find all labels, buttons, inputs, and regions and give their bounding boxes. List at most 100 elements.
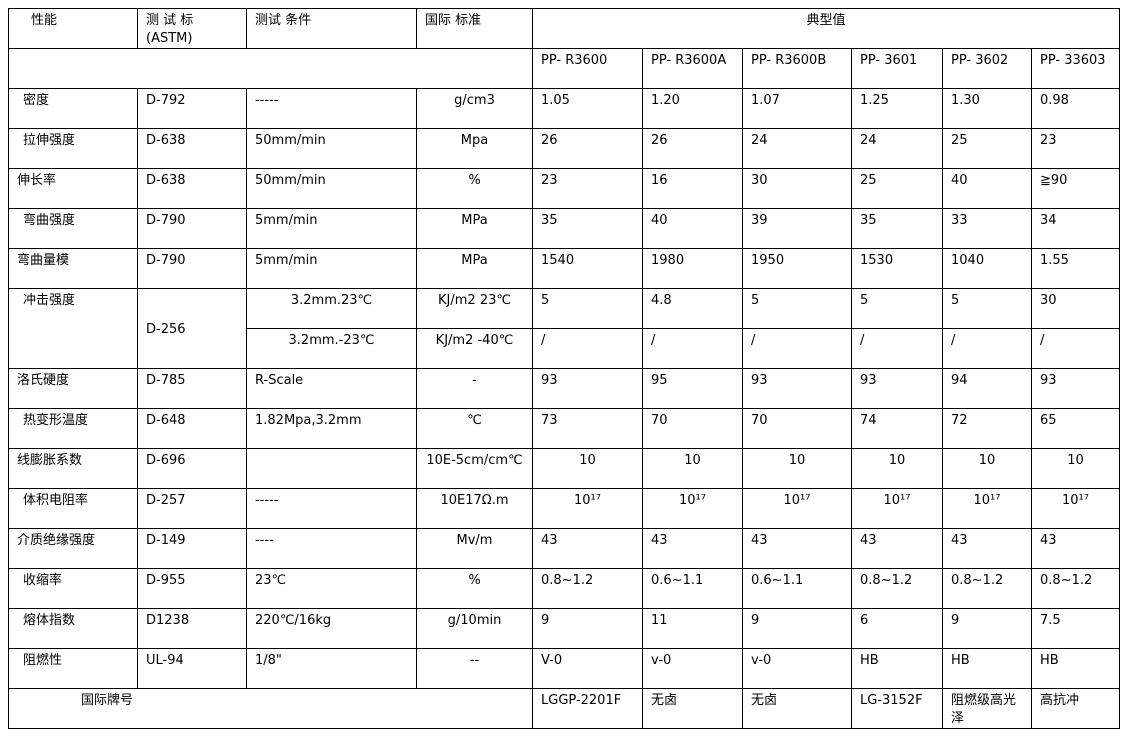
typical-value: 30 xyxy=(742,168,852,209)
test-condition: ---- xyxy=(246,528,417,569)
brand-row: 国际牌号 LGGP-2201F 无卤 无卤 LG-3152F 阻燃级高光泽 高抗冲 xyxy=(8,688,1120,729)
header-astm: 测 试 标 (ASTM) xyxy=(137,8,247,49)
test-condition: 5mm/min xyxy=(246,208,417,249)
typical-value: 93 xyxy=(742,368,852,409)
typical-value: v-0 xyxy=(642,648,743,689)
typical-value: 0.8~1.2 xyxy=(1031,568,1120,609)
unit: 10E17Ω.m xyxy=(416,488,533,529)
typical-value: 33 xyxy=(942,208,1032,249)
astm-method: D-696 xyxy=(137,448,247,489)
brand-value: 无卤 xyxy=(742,688,852,729)
typical-value: / xyxy=(851,328,943,369)
brand-value: LGGP-2201F xyxy=(532,688,643,729)
property-name: 伸长率 xyxy=(8,168,138,209)
typical-value: 25 xyxy=(851,168,943,209)
typical-value: 9 xyxy=(532,608,643,649)
typical-value: 1.25 xyxy=(851,88,943,129)
test-condition: R-Scale xyxy=(246,368,417,409)
typical-value: ≧90 xyxy=(1031,168,1120,209)
typical-value: 10¹⁷ xyxy=(942,488,1032,529)
typical-value: 94 xyxy=(942,368,1032,409)
typical-value: / xyxy=(1031,328,1120,369)
typical-value: HB xyxy=(942,648,1032,689)
header-standard: 国际 标准 xyxy=(416,8,533,49)
typical-value: 10 xyxy=(851,448,943,489)
astm-method: D-790 xyxy=(137,248,247,289)
brand-value: 无卤 xyxy=(642,688,743,729)
unit: 10E-5cm/cm℃ xyxy=(416,448,533,489)
model-row: PP- R3600 PP- R3600A PP- R3600B PP- 3601 PP-… xyxy=(8,48,1120,89)
astm-method: D-256 xyxy=(137,288,247,369)
astm-method: D-638 xyxy=(137,168,247,209)
typical-value: 1.30 xyxy=(942,88,1032,129)
typical-value: 10 xyxy=(742,448,852,489)
typical-value: 43 xyxy=(1031,528,1120,569)
model-row-blank xyxy=(8,48,533,89)
typical-value: 10¹⁷ xyxy=(642,488,743,529)
typical-value: 10¹⁷ xyxy=(742,488,852,529)
typical-value: 1.05 xyxy=(532,88,643,129)
typical-value: 43 xyxy=(532,528,643,569)
typical-value: HB xyxy=(851,648,943,689)
typical-value: 10¹⁷ xyxy=(532,488,643,529)
header-typical-value: 典型值 xyxy=(532,8,1120,49)
property-name: 弯曲强度 xyxy=(8,208,138,249)
property-name: 拉伸强度 xyxy=(8,128,138,169)
test-condition: ----- xyxy=(246,88,417,129)
typical-value: 35 xyxy=(851,208,943,249)
typical-value: 0.8~1.2 xyxy=(532,568,643,609)
typical-value: 0.98 xyxy=(1031,88,1120,129)
brand-value: 高抗冲 xyxy=(1031,688,1120,729)
typical-value: 34 xyxy=(1031,208,1120,249)
unit: - xyxy=(416,368,533,409)
astm-method: D-257 xyxy=(137,488,247,529)
typical-value: 43 xyxy=(642,528,743,569)
unit: -- xyxy=(416,648,533,689)
property-name: 熔体指数 xyxy=(8,608,138,649)
typical-value: 5 xyxy=(742,288,852,329)
table-row: 体积电阻率 D-257 ----- 10E17Ω.m 10¹⁷ 10¹⁷ 10¹⁷ 10¹⁷ 1… xyxy=(8,488,1120,529)
typical-value: 0.8~1.2 xyxy=(942,568,1032,609)
model-name: PP- R3600A xyxy=(642,48,743,89)
typical-value: 23 xyxy=(1031,128,1120,169)
model-name: PP- 3602 xyxy=(942,48,1032,89)
typical-value: 93 xyxy=(1031,368,1120,409)
property-name: 弯曲量模 xyxy=(8,248,138,289)
astm-method: D-648 xyxy=(137,408,247,449)
typical-value: 0.6~1.1 xyxy=(642,568,743,609)
astm-method: D-792 xyxy=(137,88,247,129)
unit: ℃ xyxy=(416,408,533,449)
test-condition: ----- xyxy=(246,488,417,529)
typical-value: 95 xyxy=(642,368,743,409)
typical-value: 40 xyxy=(942,168,1032,209)
astm-method: D1238 xyxy=(137,608,247,649)
typical-value: 4.8 xyxy=(642,288,743,329)
typical-value: 7.5 xyxy=(1031,608,1120,649)
typical-value: 1040 xyxy=(942,248,1032,289)
typical-value: / xyxy=(532,328,643,369)
typical-value: 72 xyxy=(942,408,1032,449)
model-name: PP- 3601 xyxy=(851,48,943,89)
typical-value: / xyxy=(642,328,743,369)
typical-value: 9 xyxy=(942,608,1032,649)
test-condition: 1/8" xyxy=(246,648,417,689)
typical-value: 10¹⁷ xyxy=(1031,488,1120,529)
property-name: 热变形温度 xyxy=(8,408,138,449)
typical-value: 65 xyxy=(1031,408,1120,449)
typical-value: 24 xyxy=(742,128,852,169)
typical-value: 70 xyxy=(742,408,852,449)
typical-value: 43 xyxy=(942,528,1032,569)
unit: KJ/m2 -40℃ xyxy=(416,328,533,369)
typical-value: 0.6~1.1 xyxy=(742,568,852,609)
test-condition: 50mm/min xyxy=(246,128,417,169)
typical-value: 11 xyxy=(642,608,743,649)
typical-value: 5 xyxy=(851,288,943,329)
astm-method: UL-94 xyxy=(137,648,247,689)
typical-value: 1950 xyxy=(742,248,852,289)
property-name: 密度 xyxy=(8,88,138,129)
test-condition: 3.2mm.23℃ xyxy=(246,288,417,329)
typical-value: 26 xyxy=(532,128,643,169)
typical-value: 73 xyxy=(532,408,643,449)
typical-value: 74 xyxy=(851,408,943,449)
typical-value: 93 xyxy=(532,368,643,409)
